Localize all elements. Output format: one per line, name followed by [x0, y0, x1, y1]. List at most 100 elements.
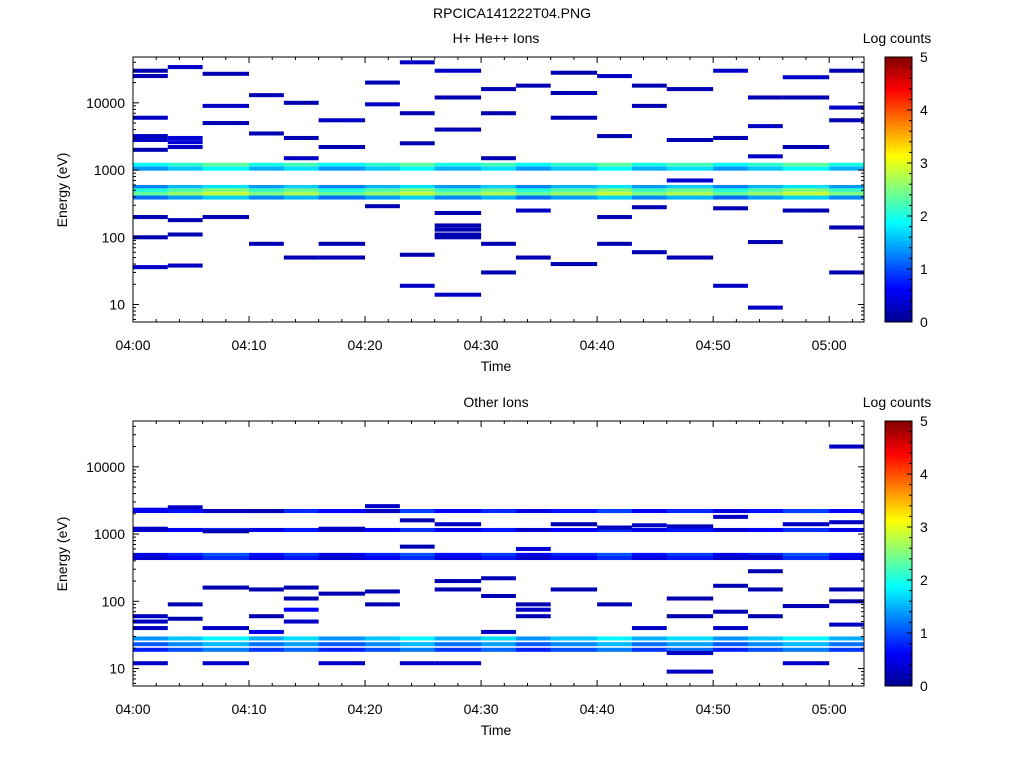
heatmap-cell	[434, 227, 482, 232]
heatmap-cell	[631, 523, 667, 528]
x-axis-label: Time	[481, 358, 512, 374]
heatmap-plot-area	[133, 60, 865, 310]
heatmap-cell	[434, 235, 482, 240]
heatmap-cell	[167, 184, 204, 190]
heatmap-cell	[481, 241, 516, 246]
colorbar-label: Log counts	[863, 394, 932, 410]
heatmap-cell	[167, 145, 203, 150]
colorbar-tick-label: 2	[920, 572, 928, 588]
heatmap-cell	[399, 188, 436, 193]
heatmap-cell	[713, 283, 748, 288]
heatmap-cell	[202, 661, 250, 666]
heatmap-cell	[747, 162, 784, 167]
heatmap-cell	[434, 68, 482, 73]
heatmap-cell	[782, 509, 830, 514]
heatmap-cell	[550, 188, 598, 193]
x-tick-label: 05:00	[812, 337, 847, 353]
heatmap-cell	[133, 552, 169, 557]
heatmap-cell	[133, 556, 169, 561]
heatmap-cell	[550, 522, 598, 527]
heatmap-cell	[829, 636, 865, 641]
y-tick-label: 10	[109, 661, 125, 677]
heatmap-cell	[434, 223, 482, 228]
heatmap-cell	[515, 642, 552, 647]
heatmap-cell	[550, 556, 598, 561]
x-axis-label: Time	[481, 722, 512, 738]
heatmap-cell	[631, 166, 668, 171]
heatmap-cell	[597, 162, 633, 167]
heatmap-cell	[713, 527, 749, 532]
heatmap-cell	[782, 661, 830, 666]
heatmap-cell	[133, 137, 168, 143]
heatmap-cell	[515, 556, 552, 561]
heatmap-cell	[829, 188, 865, 193]
heatmap-cell	[202, 121, 250, 126]
heatmap-cell	[399, 60, 435, 65]
heatmap-cell	[202, 195, 250, 200]
heatmap-cell	[666, 651, 714, 656]
heatmap-cell	[202, 184, 250, 190]
page-title: RPCICA141222T04.PNG	[433, 5, 591, 21]
heatmap-cell	[434, 95, 482, 100]
x-tick-label: 04:40	[580, 337, 615, 353]
heatmap-cell	[283, 552, 320, 557]
heatmap-cell	[829, 642, 865, 647]
heatmap-cell	[133, 526, 168, 531]
heatmap-cell	[434, 642, 482, 647]
heatmap-cell	[318, 661, 366, 666]
heatmap-cell	[747, 192, 784, 197]
heatmap-cell	[713, 583, 748, 588]
heatmap-cell	[133, 661, 168, 666]
heatmap-cell	[515, 614, 551, 619]
heatmap-cell	[283, 509, 320, 514]
heatmap-cell	[249, 647, 285, 652]
heatmap-cell	[434, 579, 482, 584]
heatmap-cell	[249, 184, 285, 190]
heatmap-cell	[249, 195, 285, 200]
heatmap-cell	[283, 195, 320, 200]
heatmap-cell	[747, 647, 784, 652]
heatmap-cell	[597, 74, 632, 79]
heatmap-cell	[782, 195, 830, 200]
colorbar-tick-label: 4	[920, 102, 928, 118]
heatmap-cell	[249, 93, 284, 98]
heatmap-cell	[713, 162, 749, 167]
heatmap-cell	[631, 103, 667, 108]
heatmap-cell	[434, 509, 482, 514]
heatmap-cell	[550, 552, 598, 557]
x-tick-label: 04:30	[464, 701, 499, 717]
heatmap-cell	[399, 283, 435, 288]
heatmap-cell	[434, 166, 482, 171]
heatmap-cell	[481, 556, 517, 561]
heatmap-cell	[202, 192, 250, 197]
heatmap-cell	[133, 188, 169, 193]
heatmap-cell	[167, 162, 204, 167]
heatmap-cell	[283, 162, 320, 167]
heatmap-cell	[249, 642, 285, 647]
heatmap-cell	[481, 111, 516, 116]
heatmap-cell	[713, 642, 749, 647]
heatmap-cell	[550, 636, 598, 641]
heatmap-cell	[666, 509, 714, 514]
heatmap-cell	[365, 166, 401, 171]
colorbar: 0 1 2 3 4 5	[884, 413, 928, 694]
heatmap-cell	[365, 204, 400, 209]
heatmap-cell	[515, 166, 552, 171]
heatmap-cell	[202, 529, 250, 534]
heatmap-cell	[747, 569, 783, 574]
heatmap-cell	[202, 188, 250, 193]
heatmap-cell	[283, 192, 320, 197]
heatmap-cell	[597, 134, 632, 139]
heatmap-cell	[597, 525, 632, 530]
heatmap-cell	[515, 546, 551, 551]
heatmap-cell	[249, 552, 285, 557]
panel-other-ions: Other Ions Energy (eV) Time Log counts 0…	[54, 394, 931, 738]
heatmap-cell	[318, 647, 366, 652]
heatmap-cell	[167, 65, 203, 70]
heatmap-cell	[747, 555, 783, 560]
heatmap-cell	[202, 509, 250, 514]
heatmap-cell	[434, 192, 482, 197]
heatmap-cell	[713, 135, 748, 140]
heatmap-cell	[597, 552, 633, 557]
heatmap-cell	[666, 524, 714, 529]
